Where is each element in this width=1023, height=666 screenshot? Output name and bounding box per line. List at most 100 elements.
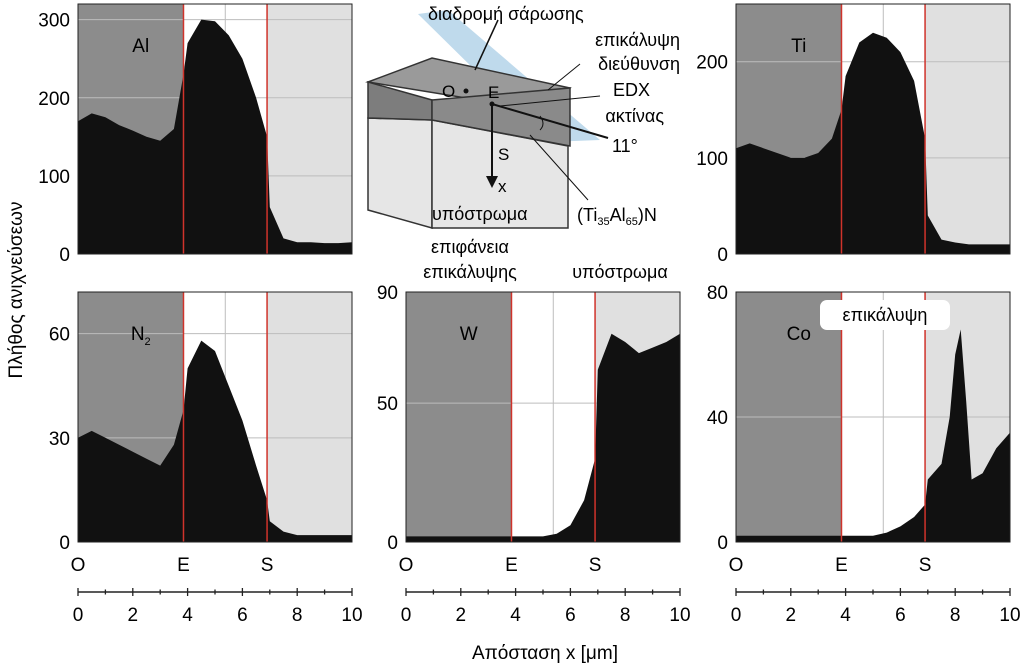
region-letter: O — [71, 555, 86, 576]
x-axis-center: O E S 0 2 4 6 8 10 — [399, 555, 691, 626]
signal-area — [406, 333, 680, 542]
y-tick-label: 200 — [696, 53, 728, 74]
point-o-marker — [463, 88, 469, 94]
x-tick-label: 0 — [401, 605, 412, 626]
substrate-region — [267, 292, 352, 542]
scan-path-label: διαδρομή σάρωσης — [428, 4, 584, 24]
point-o-label: O — [442, 82, 455, 101]
y-tick-label: 80 — [707, 283, 728, 304]
x-tick-label: 10 — [999, 605, 1020, 626]
substrate-block-front — [367, 117, 433, 229]
plot-frame — [735, 291, 1011, 543]
signal-area — [78, 340, 352, 542]
point-s-label: S — [498, 145, 509, 164]
plot-frame — [77, 3, 353, 255]
region-letter: E — [177, 555, 190, 576]
x-tick-label: 4 — [182, 605, 193, 626]
x-tick-label: 2 — [786, 605, 797, 626]
x-tick-label: 8 — [292, 605, 303, 626]
y-tick-label: 40 — [707, 408, 728, 429]
element-label: Al — [132, 36, 149, 57]
coating-region — [406, 292, 512, 542]
region-letter: S — [919, 555, 932, 576]
substrate-region-label: υπόστρωμα — [572, 262, 668, 282]
y-tick-label: 0 — [387, 533, 398, 554]
panel-n2: 0 30 60 N2 — [49, 291, 353, 554]
axis-x-label: x — [498, 177, 507, 196]
edx-ray-line — [491, 103, 609, 139]
y-tick-label: 0 — [59, 245, 70, 266]
x-tick-label: 4 — [840, 605, 851, 626]
region-letter: S — [261, 555, 274, 576]
x-tick-label: 10 — [341, 605, 362, 626]
x-tick-label: 6 — [895, 605, 906, 626]
coating-badge-label: επικάλυψη — [843, 305, 928, 325]
panel-al: 0 100 200 300 Al — [38, 3, 353, 266]
region-letter: O — [399, 555, 414, 576]
x-axis-label: Απόσταση x [μm] — [472, 643, 618, 664]
x-tick-label: 6 — [237, 605, 248, 626]
x-tick-label: 4 — [510, 605, 521, 626]
x-tick-label: 0 — [73, 605, 84, 626]
y-tick-label: 100 — [696, 149, 728, 170]
y-tick-label: 90 — [377, 283, 398, 304]
coating-direction-label-1: επικάλυψη — [595, 30, 680, 50]
y-tick-label: 60 — [49, 325, 70, 346]
plot-frame — [735, 3, 1011, 255]
coating-surface-label-1: επιφάνεια — [431, 237, 509, 257]
x-axis-right: O E S 0 2 4 6 8 10 — [729, 555, 1021, 626]
y-tick-label: 30 — [49, 429, 70, 450]
y-tick-label: 50 — [377, 394, 398, 415]
x-tick-label: 10 — [669, 605, 690, 626]
panel-ti: 0 100 200 Ti — [696, 3, 1011, 266]
region-letter: E — [505, 555, 518, 576]
substrate-label: υπόστρωμα — [432, 204, 528, 224]
y-tick-label: 0 — [59, 533, 70, 554]
scan-schematic: διαδρομή σάρωσης επικάλυψη διεύθυνση EDX… — [365, 4, 680, 229]
element-label: Co — [787, 324, 811, 345]
x-tick-label: 8 — [950, 605, 961, 626]
y-axis-label: Πλήθος ανιχνεύσεων — [6, 202, 27, 379]
element-label: W — [460, 324, 478, 345]
x-tick-label: 6 — [565, 605, 576, 626]
signal-area — [78, 19, 352, 254]
element-label: N2 — [131, 324, 151, 348]
x-tick-label: 0 — [731, 605, 742, 626]
coating-direction-label-2: διεύθυνση — [598, 54, 680, 74]
scan-path-line — [474, 19, 499, 71]
region-letter: O — [729, 555, 744, 576]
depth-axis-arrow — [486, 176, 498, 188]
region-letter: E — [835, 555, 848, 576]
coating-surface-label-2: επικάλυψης — [423, 262, 517, 282]
coating-badge — [820, 300, 950, 330]
edx-label-1: EDX — [613, 80, 650, 100]
y-tick-label: 0 — [717, 245, 728, 266]
y-tick-label: 300 — [38, 11, 70, 32]
edx-pointer — [499, 95, 601, 107]
point-e-label: E — [488, 83, 499, 102]
region-letter: S — [589, 555, 602, 576]
panel-w: 0 50 90 W — [377, 283, 681, 554]
substrate-region — [925, 4, 1010, 254]
angle-label: 11° — [612, 136, 638, 156]
x-tick-label: 8 — [620, 605, 631, 626]
y-tick-label: 200 — [38, 89, 70, 110]
signal-area — [736, 32, 1010, 254]
angle-arc — [539, 115, 544, 131]
substrate-region — [267, 4, 352, 254]
panel-co: 0 40 80 Co — [707, 283, 1011, 554]
plot-frame — [405, 291, 681, 543]
compound-label: (Ti35Al65)N — [577, 205, 657, 228]
element-label: Ti — [791, 36, 806, 57]
plot-frame — [77, 291, 353, 543]
edx-label-2: ακτίνας — [605, 106, 664, 126]
signal-area — [736, 329, 1010, 542]
y-tick-label: 0 — [717, 533, 728, 554]
compound-pointer — [529, 134, 589, 201]
x-tick-label: 2 — [456, 605, 467, 626]
x-axis-left: O E S 0 2 4 6 8 10 — [71, 555, 363, 626]
x-tick-label: 2 — [128, 605, 139, 626]
y-tick-label: 100 — [38, 167, 70, 188]
coating-direction-pointer — [547, 63, 581, 91]
